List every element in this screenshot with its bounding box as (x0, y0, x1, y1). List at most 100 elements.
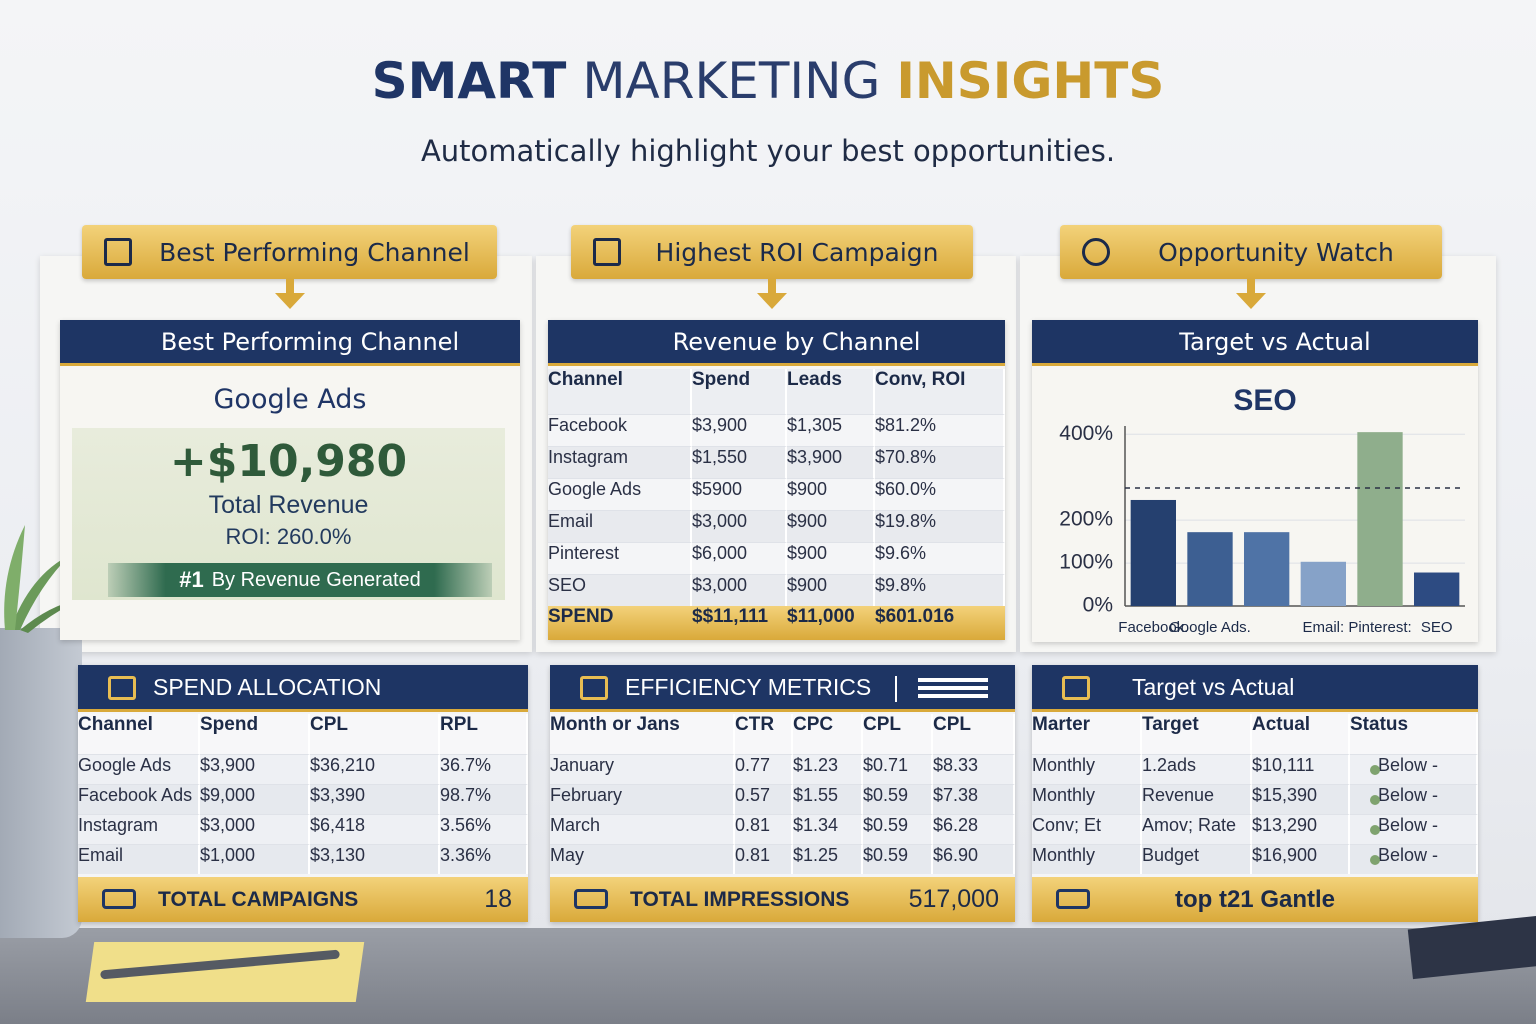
bar (1300, 561, 1346, 606)
table-header-cell: Status (1350, 714, 1478, 754)
status-dot (1370, 795, 1380, 805)
table-cell: Instagram (78, 814, 200, 844)
footer-value: 517,000 (908, 885, 999, 913)
bar (1187, 532, 1233, 606)
arrow-head (274, 293, 305, 309)
y-tick-label: 200% (1059, 508, 1113, 531)
table-cell: Below - (1350, 814, 1478, 844)
table-cell: $6.90 (933, 844, 1015, 874)
header-decoration (918, 678, 988, 682)
header-icon (1062, 676, 1090, 700)
table-cell: $0.59 (863, 784, 933, 814)
table-cell: $900 (787, 510, 875, 542)
card-header: Target vs Actual (1032, 665, 1478, 712)
title-word: INSIGHTS (896, 52, 1165, 110)
bar (1357, 432, 1403, 606)
table-cell: Facebook (548, 414, 692, 446)
y-tick-label: 0% (1083, 594, 1113, 617)
x-tick-label: Pinterest: (1348, 619, 1411, 636)
table-cell: 0.77 (735, 754, 793, 784)
footer-label: TOTAL IMPRESSIONS (630, 887, 850, 911)
tab-icon (104, 238, 132, 266)
table-cell: 0.57 (735, 784, 793, 814)
table-cell: $13,290 (1252, 814, 1350, 844)
table-header-cell: Channel (78, 714, 200, 754)
card-footer: TOTAL CAMPAIGNS 18 (78, 877, 528, 922)
table-header-cell: Leads (787, 369, 875, 414)
card-header: Target vs Actual (1032, 320, 1478, 366)
table-cell: $3,900 (692, 414, 787, 446)
rank-number: #1 (179, 567, 204, 592)
table-cell: $1.34 (793, 814, 863, 844)
table-header-cell: RPL (440, 714, 528, 754)
table-cell: $1,550 (692, 446, 787, 478)
footer-icon (102, 889, 136, 909)
table-cell: Amov; Rate (1142, 814, 1252, 844)
arrow-stem (1247, 279, 1255, 293)
card-header: SPEND ALLOCATION (78, 665, 528, 712)
tab-label[interactable]: Best Performing Channel (82, 225, 497, 279)
table-cell: $3,900 (787, 446, 875, 478)
page-subtitle: Automatically highlight your best opport… (420, 134, 1116, 168)
table-cell: May (550, 844, 735, 874)
table-cell: January (550, 754, 735, 784)
tab-icon (1082, 238, 1110, 266)
table-cell: 0.81 (735, 814, 793, 844)
table-header-cell: Conv, ROI (875, 369, 1005, 414)
table-cell: Below - (1350, 754, 1478, 784)
table-cell: $6.28 (933, 814, 1015, 844)
table-header-cell: Channel (548, 369, 692, 414)
table-cell: March (550, 814, 735, 844)
arrow-head (1236, 293, 1266, 309)
tab-label[interactable]: Opportunity Watch (1060, 225, 1442, 279)
channel-name: Google Ads (213, 384, 367, 415)
header-decoration (918, 694, 988, 698)
table-cell: $10,111 (1252, 754, 1350, 784)
table-cell: $900 (787, 542, 875, 574)
table-cell: Email (548, 510, 692, 542)
card-footer: top t21 Gantle (1032, 877, 1478, 922)
x-tick-label: Facebook. (1118, 619, 1188, 636)
table-cell: $1,305 (787, 414, 875, 446)
table-cell: $900 (787, 574, 875, 606)
table-header-cell: CPL (933, 714, 1015, 754)
table-footer-cell: $601.016 (875, 606, 1005, 640)
table-cell: 1.2ads (1142, 754, 1252, 784)
table-cell: $19.8% (875, 510, 1005, 542)
table-header-cell: Spend (692, 369, 787, 414)
card-footer: TOTAL IMPRESSIONS 517,000 (550, 877, 1015, 922)
x-tick-label: SEO (1421, 619, 1453, 636)
table-cell: Pinterest (548, 542, 692, 574)
table-cell: Google Ads (548, 478, 692, 510)
table-cell: $7.38 (933, 784, 1015, 814)
roi-text: ROI: 260.0% (225, 524, 352, 549)
table-cell: Below - (1350, 784, 1478, 814)
tab-label[interactable]: Highest ROI Campaign (571, 225, 973, 279)
revenue-amount: +$10,980 (169, 436, 408, 487)
arrow-stem (285, 279, 294, 293)
arrow-head (757, 293, 787, 309)
table-cell: $5900 (692, 478, 787, 510)
table-cell: $0.59 (863, 814, 933, 844)
table-cell: 36.7% (440, 754, 528, 784)
table-header-cell: CPC (793, 714, 863, 754)
table-cell: $3,000 (200, 814, 310, 844)
arrow-stem (768, 279, 776, 293)
table-cell: $70.8% (875, 446, 1005, 478)
table-cell: $6,000 (692, 542, 787, 574)
table-cell: $3,390 (310, 784, 440, 814)
bar-chart: SEO 0% 100% 200% 400% Facebook.Google Ads. Ema… (1059, 384, 1465, 636)
table-header-cell: Spend (200, 714, 310, 754)
table-cell: February (550, 784, 735, 814)
table-cell: Email (78, 844, 200, 874)
chart-title: SEO (1233, 384, 1296, 417)
table-header-cell: CTR (735, 714, 793, 754)
table-cell: 0.81 (735, 844, 793, 874)
table-cell: $16,900 (1252, 844, 1350, 874)
title-word: SMART (371, 52, 567, 110)
y-tick-label: 100% (1059, 551, 1113, 574)
x-tick-label: Google Ads. (1169, 619, 1251, 636)
table-cell: $900 (787, 478, 875, 510)
bar (1414, 572, 1460, 606)
